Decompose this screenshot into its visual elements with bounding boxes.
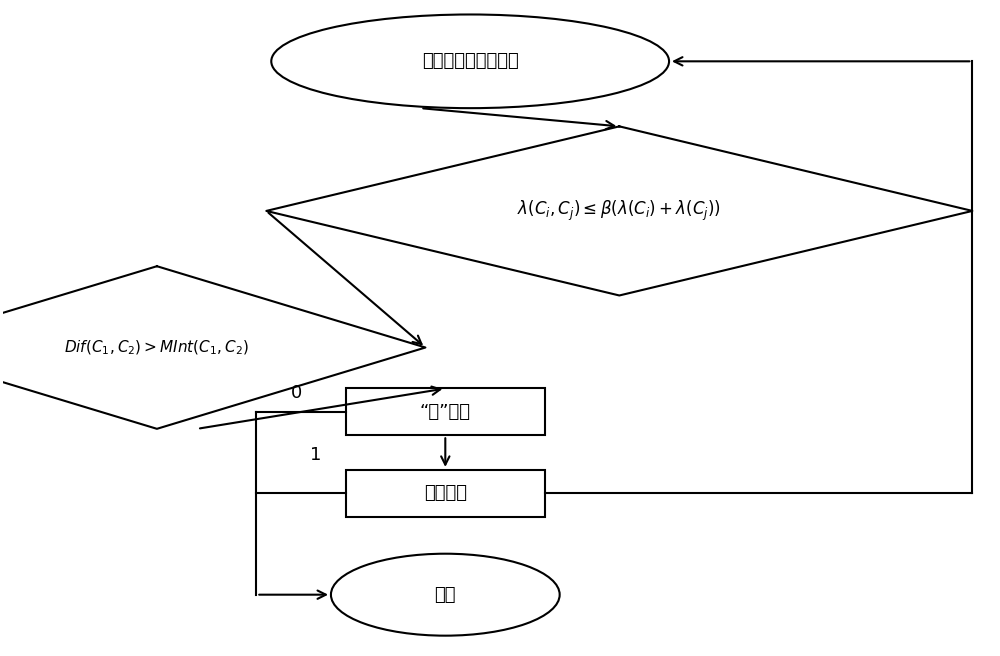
Text: $\lambda(C_i,C_j)\leq\beta(\lambda(C_i)+\lambda(C_j))$: $\lambda(C_i,C_j)\leq\beta(\lambda(C_i)+… [517,199,721,223]
Text: 区域合并: 区域合并 [424,484,467,502]
Bar [346,388,545,436]
Text: 初始化两块图像区域: 初始化两块图像区域 [422,52,519,70]
Text: “与”操作: “与”操作 [420,403,471,421]
Bar [346,470,545,517]
Text: 0: 0 [291,384,302,402]
Text: 结束: 结束 [435,586,456,604]
Text: 1: 1 [310,446,322,464]
Text: $Dif(C_1,C_2)>MInt(C_1,C_2)$: $Dif(C_1,C_2)>MInt(C_1,C_2)$ [64,338,249,357]
